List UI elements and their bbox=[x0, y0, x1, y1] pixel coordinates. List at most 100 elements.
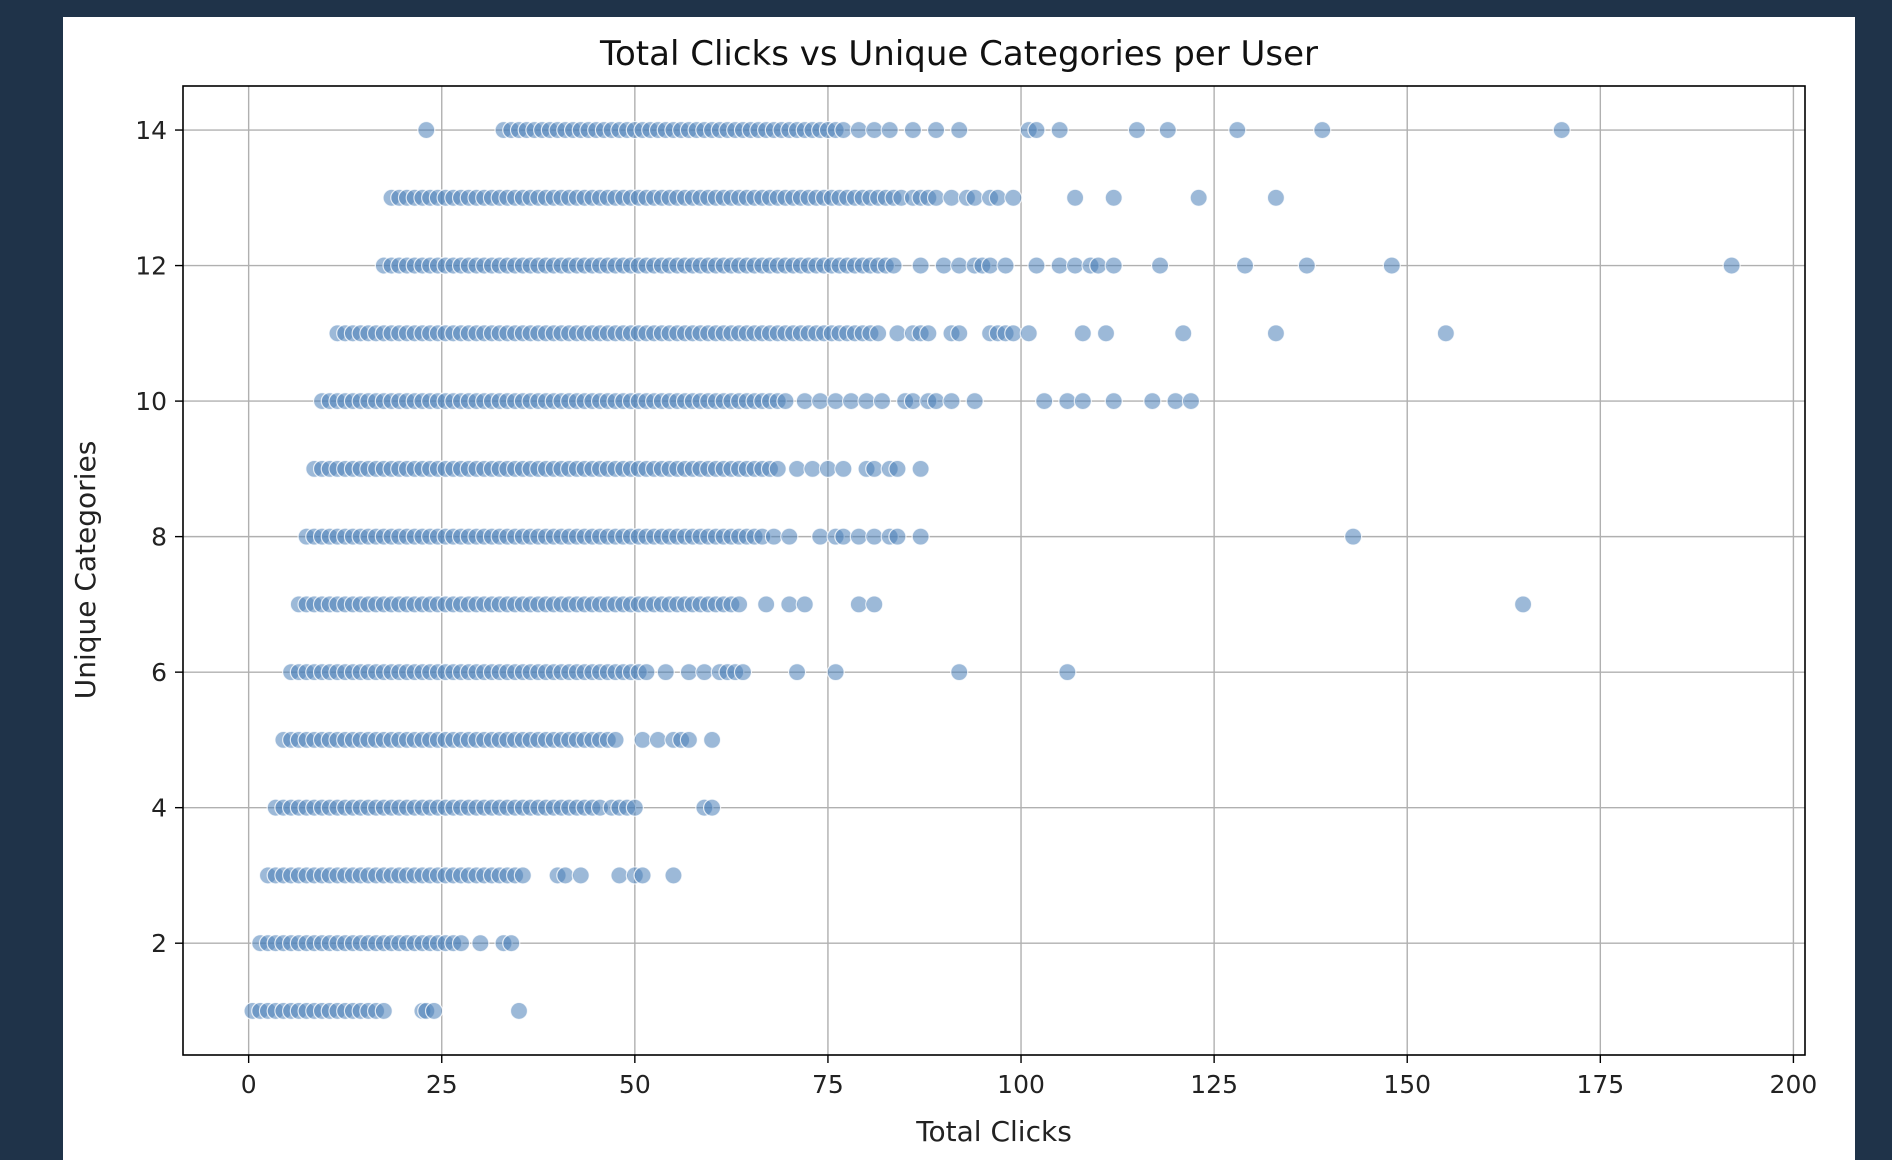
data-point bbox=[1174, 324, 1193, 343]
data-point bbox=[865, 527, 884, 546]
data-point bbox=[919, 324, 938, 343]
data-point bbox=[865, 459, 884, 478]
data-point bbox=[818, 459, 838, 478]
y-tick-label: 6 bbox=[151, 658, 167, 687]
data-point bbox=[768, 459, 787, 478]
scatter-chart: Total Clicks vs Unique Categories per Us… bbox=[69, 34, 1817, 1148]
data-point bbox=[811, 527, 830, 546]
data-point bbox=[776, 391, 795, 411]
data-point bbox=[926, 120, 946, 140]
data-point bbox=[780, 527, 799, 546]
data-point bbox=[950, 256, 969, 275]
data-point bbox=[911, 459, 930, 478]
x-tick-label: 175 bbox=[1576, 1070, 1624, 1099]
data-point bbox=[1073, 324, 1092, 343]
data-point bbox=[1158, 120, 1177, 140]
data-point bbox=[942, 188, 961, 207]
data-point bbox=[1027, 120, 1046, 140]
scatter-points bbox=[243, 120, 1741, 1021]
data-point bbox=[1073, 391, 1092, 411]
data-point bbox=[996, 256, 1015, 275]
data-point bbox=[811, 391, 830, 411]
data-point bbox=[826, 663, 845, 682]
data-point bbox=[834, 527, 853, 546]
data-point bbox=[1189, 188, 1208, 207]
x-tick-label: 125 bbox=[1190, 1070, 1238, 1099]
y-tick-label: 4 bbox=[151, 794, 167, 823]
data-point bbox=[1150, 256, 1170, 275]
x-tick-label: 100 bbox=[997, 1070, 1045, 1099]
data-point bbox=[610, 866, 629, 885]
x-axis-title: Total Clicks bbox=[915, 1115, 1072, 1148]
x-tick-label: 25 bbox=[426, 1070, 458, 1099]
data-point bbox=[965, 188, 984, 207]
data-point bbox=[1513, 595, 1533, 614]
data-point bbox=[1127, 120, 1146, 140]
data-point bbox=[950, 663, 969, 682]
data-point bbox=[730, 595, 749, 614]
data-point bbox=[849, 595, 868, 614]
data-point bbox=[1722, 256, 1741, 275]
y-tick-label: 2 bbox=[151, 929, 167, 958]
data-point bbox=[888, 527, 907, 546]
data-point bbox=[1058, 663, 1077, 682]
data-point bbox=[451, 934, 471, 953]
data-point bbox=[556, 866, 575, 885]
data-point bbox=[702, 730, 722, 750]
data-point bbox=[571, 866, 590, 885]
data-point bbox=[1096, 324, 1116, 343]
x-tick-label: 50 bbox=[619, 1070, 651, 1099]
data-point bbox=[865, 595, 884, 614]
data-point bbox=[1228, 120, 1247, 140]
data-point bbox=[1004, 188, 1023, 207]
data-point bbox=[1552, 120, 1571, 140]
data-point bbox=[911, 256, 930, 275]
data-point bbox=[1181, 391, 1201, 411]
x-tick-label: 0 bbox=[241, 1070, 257, 1099]
data-point bbox=[926, 391, 946, 411]
data-point bbox=[834, 120, 853, 140]
data-point bbox=[1436, 324, 1455, 343]
data-point bbox=[637, 663, 656, 682]
data-point bbox=[664, 866, 683, 885]
data-point bbox=[695, 663, 714, 682]
data-point bbox=[1104, 256, 1123, 275]
data-point bbox=[679, 663, 699, 682]
data-point bbox=[633, 730, 652, 750]
data-point bbox=[842, 391, 861, 411]
data-point bbox=[857, 391, 876, 411]
data-point bbox=[625, 798, 644, 817]
data-point bbox=[942, 391, 961, 411]
data-point bbox=[834, 459, 853, 478]
chart-title: Total Clicks vs Unique Categories per Us… bbox=[599, 34, 1318, 74]
data-point bbox=[849, 527, 868, 546]
y-tick-label: 14 bbox=[135, 116, 167, 145]
data-point bbox=[648, 730, 668, 750]
data-point bbox=[888, 324, 907, 343]
data-point bbox=[1058, 391, 1077, 411]
data-point bbox=[795, 391, 814, 411]
data-point bbox=[757, 595, 776, 614]
data-point bbox=[1266, 324, 1286, 343]
data-point bbox=[656, 663, 675, 682]
data-point bbox=[803, 459, 822, 478]
data-point bbox=[888, 459, 907, 478]
data-point bbox=[1166, 391, 1185, 411]
data-point bbox=[903, 120, 923, 140]
data-point bbox=[869, 324, 888, 343]
data-point bbox=[884, 256, 903, 275]
data-point bbox=[417, 120, 436, 140]
data-point bbox=[787, 663, 807, 682]
grid-lines bbox=[183, 86, 1805, 1055]
y-axis-ticks: 2 4 6 8 10 12 14 bbox=[135, 116, 183, 958]
y-axis-title: Unique Categories bbox=[69, 441, 102, 700]
data-point bbox=[1104, 391, 1123, 411]
data-point bbox=[1027, 256, 1046, 275]
x-tick-label: 75 bbox=[812, 1070, 844, 1099]
data-point bbox=[1235, 256, 1255, 275]
data-point bbox=[1344, 527, 1363, 546]
data-point bbox=[780, 595, 799, 614]
data-point bbox=[374, 1001, 393, 1021]
data-point bbox=[903, 391, 923, 411]
data-point bbox=[1035, 391, 1054, 411]
